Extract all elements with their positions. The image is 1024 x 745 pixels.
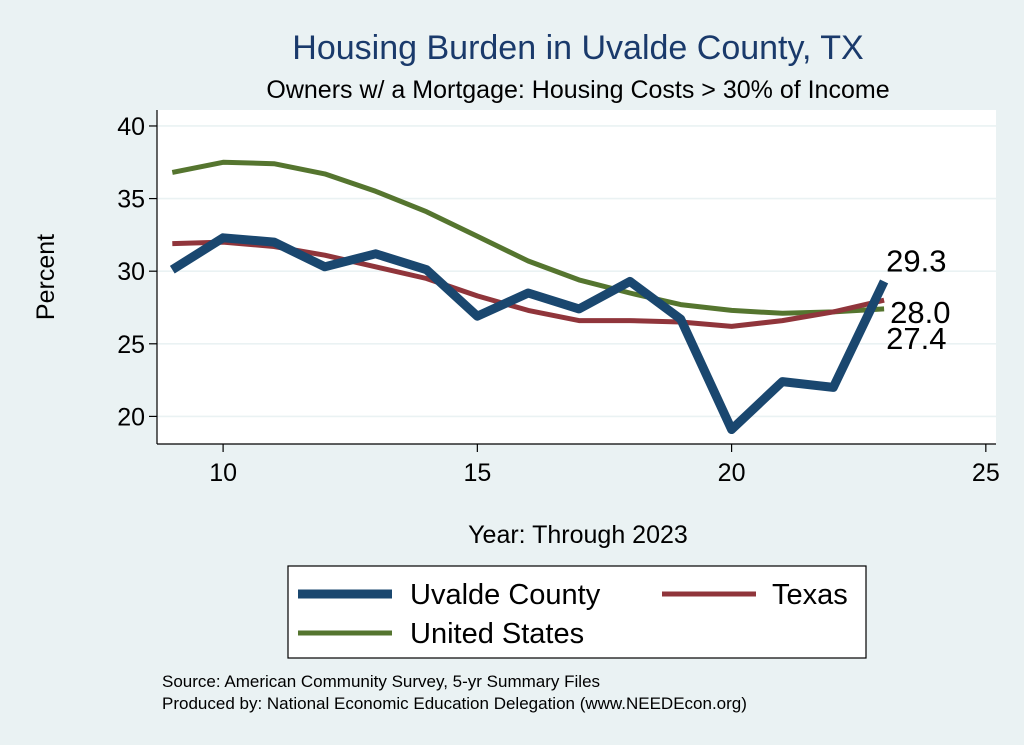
y-axis-ticks: 20 25 30 35 40 bbox=[117, 113, 157, 431]
legend: Uvalde County Texas United States bbox=[287, 565, 867, 659]
series-line-united-states bbox=[171, 159, 885, 316]
legend-label-united-states: United States bbox=[410, 618, 584, 650]
x-axis-label: Year: Through 2023 bbox=[468, 521, 688, 549]
end-labels: 29.3 28.027.4 bbox=[886, 243, 950, 356]
y-tick-label-25: 25 bbox=[117, 331, 145, 359]
legend-box bbox=[287, 565, 867, 659]
produced-by-line: Produced by: National Economic Education… bbox=[162, 694, 747, 713]
source-line: Source: American Community Survey, 5-yr … bbox=[162, 672, 600, 691]
series-line-uvalde bbox=[169, 233, 889, 434]
legend-label-uvalde: Uvalde County bbox=[410, 579, 601, 611]
x-tick-label-20: 20 bbox=[718, 459, 746, 487]
series-lines bbox=[169, 159, 889, 434]
end-label-texas: 28.0 bbox=[890, 295, 950, 330]
y-tick-label-35: 35 bbox=[117, 186, 145, 214]
x-tick-label-25: 25 bbox=[972, 459, 1000, 487]
x-axis-ticks: 10 15 20 25 bbox=[209, 444, 1000, 487]
y-tick-label-30: 30 bbox=[117, 258, 145, 286]
y-tick-label-40: 40 bbox=[117, 113, 145, 141]
legend-label-texas: Texas bbox=[772, 579, 848, 611]
grid-lines bbox=[157, 125, 996, 418]
chart-title: Housing Burden in Uvalde County, TX bbox=[292, 29, 863, 67]
end-label-united-states: 27.4 bbox=[886, 321, 946, 356]
y-axis-label: Percent bbox=[32, 234, 60, 320]
end-label-uvalde: 29.3 bbox=[886, 243, 946, 278]
chart-subtitle: Owners w/ a Mortgage: Housing Costs > 30… bbox=[266, 76, 889, 104]
axes bbox=[156, 110, 996, 445]
x-tick-label-10: 10 bbox=[209, 459, 237, 487]
x-tick-label-15: 15 bbox=[463, 459, 491, 487]
y-tick-label-20: 20 bbox=[117, 403, 145, 431]
